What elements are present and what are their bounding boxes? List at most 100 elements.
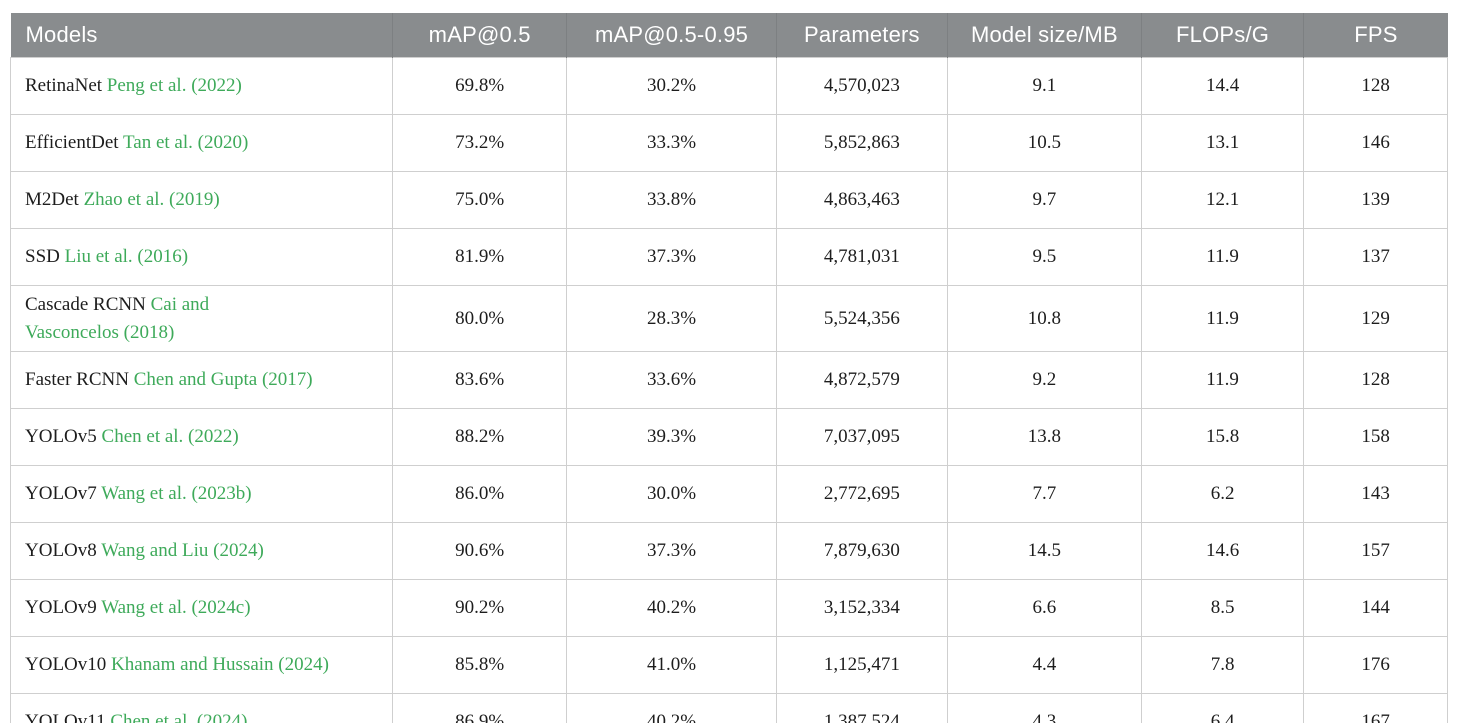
- map50-95-cell: 33.3%: [566, 114, 777, 172]
- model-name: Faster RCNN: [25, 369, 129, 391]
- citation-link[interactable]: Cai and Vasconcelos (2018): [25, 294, 210, 343]
- model-cell: M2Det Zhao et al. (2019): [9, 171, 394, 229]
- map50-cell: 88.2%: [392, 408, 568, 467]
- fps-cell: 176: [1303, 636, 1448, 695]
- flops-g-cell: 14.6: [1140, 522, 1305, 581]
- citation-link[interactable]: Wang and Liu (2024): [101, 540, 264, 562]
- model-size-mb-cell: 7.7: [946, 465, 1142, 524]
- column-header-models: Models: [10, 13, 393, 58]
- flops-g-cell: 11.9: [1140, 284, 1305, 353]
- model-cell: EfficientDet Tan et al. (2020): [9, 114, 394, 172]
- map50-95-cell: 33.6%: [566, 351, 777, 410]
- model-cell: YOLOv11 Chen et al. (2024): [9, 693, 394, 723]
- column-header-fps: FPS: [1303, 13, 1448, 58]
- parameters-cell: 4,570,023: [775, 57, 948, 115]
- parameters-cell: 7,879,630: [775, 522, 948, 581]
- model-size-mb-cell: 4.4: [946, 636, 1142, 695]
- model-size-mb-cell: 9.1: [946, 57, 1142, 115]
- flops-g-cell: 7.8: [1140, 636, 1305, 695]
- flops-g-cell: 13.1: [1140, 114, 1305, 172]
- map50-cell: 90.2%: [392, 579, 568, 638]
- model-name: EfficientDet: [25, 132, 119, 154]
- flops-g-cell: 6.4: [1140, 693, 1305, 723]
- table-header-row: Models mAP@0.5 mAP@0.5-0.95 Parameters Model…: [10, 13, 1448, 58]
- fps-cell: 139: [1303, 171, 1448, 229]
- model-size-mb-cell: 9.2: [946, 351, 1142, 410]
- map50-cell: 80.0%: [392, 284, 568, 353]
- model-cell: YOLOv10 Khanam and Hussain (2024): [9, 636, 394, 695]
- citation-link[interactable]: Chen et al. (2024): [110, 711, 248, 723]
- column-header-model-size-mb: Model size/MB: [946, 13, 1142, 58]
- table-row: YOLOv7 Wang et al. (2023b) 86.0% 30.0% 2,77…: [9, 465, 1448, 524]
- model-size-mb-cell: 14.5: [946, 522, 1142, 581]
- column-header-map-0-5: mAP@0.5: [392, 13, 567, 58]
- map50-95-cell: 28.3%: [566, 284, 777, 353]
- model-name: YOLOv5: [25, 426, 97, 448]
- map50-95-cell: 30.2%: [566, 57, 777, 115]
- table-body: RetinaNet Peng et al. (2022) 69.8% 30.2% 4,…: [9, 57, 1448, 723]
- citation-link[interactable]: Khanam and Hussain (2024): [111, 654, 329, 676]
- table-row: EfficientDet Tan et al. (2020) 73.2% 33.3%…: [9, 114, 1448, 172]
- citation-link[interactable]: Wang et al. (2024c): [101, 597, 251, 619]
- map50-cell: 69.8%: [392, 57, 568, 115]
- fps-cell: 144: [1303, 579, 1448, 638]
- flops-g-cell: 11.9: [1140, 351, 1305, 410]
- map50-cell: 83.6%: [392, 351, 568, 410]
- flops-g-cell: 6.2: [1140, 465, 1305, 524]
- citation-link[interactable]: Chen et al. (2022): [101, 426, 239, 448]
- table-row: M2Det Zhao et al. (2019) 75.0% 33.8% 4,863,…: [9, 171, 1448, 229]
- flops-g-cell: 11.9: [1140, 228, 1305, 286]
- map50-95-cell: 40.2%: [566, 579, 777, 638]
- fps-cell: 167: [1303, 693, 1448, 723]
- fps-cell: 128: [1303, 57, 1448, 115]
- citation-link[interactable]: Chen and Gupta (2017): [133, 369, 313, 391]
- model-name: YOLOv10: [25, 654, 107, 676]
- table-row: SSD Liu et al. (2016) 81.9% 37.3% 4,781,031…: [9, 228, 1448, 286]
- map50-cell: 81.9%: [392, 228, 568, 286]
- model-cell: YOLOv9 Wang et al. (2024c): [9, 579, 394, 638]
- table-row: Cascade RCNN Cai and Vasconcelos (2018) 8…: [9, 284, 1448, 353]
- map50-cell: 90.6%: [392, 522, 568, 581]
- map50-95-cell: 37.3%: [566, 228, 777, 286]
- citation-link[interactable]: Peng et al. (2022): [106, 75, 242, 97]
- model-size-mb-cell: 13.8: [946, 408, 1142, 467]
- map50-95-cell: 33.8%: [566, 171, 777, 229]
- fps-cell: 146: [1303, 114, 1448, 172]
- parameters-cell: 4,863,463: [775, 171, 948, 229]
- map50-95-cell: 37.3%: [566, 522, 777, 581]
- model-comparison-table: Models mAP@0.5 mAP@0.5-0.95 Parameters Model…: [9, 13, 1448, 723]
- fps-cell: 129: [1303, 284, 1448, 353]
- parameters-cell: 4,872,579: [775, 351, 948, 410]
- fps-cell: 158: [1303, 408, 1448, 467]
- map50-95-cell: 39.3%: [566, 408, 777, 467]
- model-name: Cascade RCNN: [25, 294, 146, 315]
- map50-cell: 73.2%: [392, 114, 568, 172]
- model-size-mb-cell: 9.5: [946, 228, 1142, 286]
- parameters-cell: 7,037,095: [775, 408, 948, 467]
- model-cell: SSD Liu et al. (2016): [9, 228, 394, 286]
- model-cell: Faster RCNN Chen and Gupta (2017): [9, 351, 394, 410]
- table-row: YOLOv10 Khanam and Hussain (2024) 85.8% 41…: [9, 636, 1448, 695]
- citation-link[interactable]: Liu et al. (2016): [64, 246, 189, 268]
- model-cell: YOLOv5 Chen et al. (2022): [9, 408, 394, 467]
- fps-cell: 157: [1303, 522, 1448, 581]
- model-name: YOLOv11: [25, 711, 106, 723]
- parameters-cell: 3,152,334: [775, 579, 948, 638]
- model-size-mb-cell: 10.8: [946, 284, 1142, 353]
- citation-link[interactable]: Zhao et al. (2019): [83, 189, 220, 211]
- table-row: YOLOv9 Wang et al. (2024c) 90.2% 40.2% 3,15…: [9, 579, 1448, 638]
- fps-cell: 128: [1303, 351, 1448, 410]
- map50-95-cell: 30.0%: [566, 465, 777, 524]
- citation-link[interactable]: Wang et al. (2023b): [101, 483, 252, 505]
- flops-g-cell: 8.5: [1140, 579, 1305, 638]
- model-cell: RetinaNet Peng et al. (2022): [9, 57, 394, 115]
- fps-cell: 137: [1303, 228, 1448, 286]
- model-cell: YOLOv8 Wang and Liu (2024): [9, 522, 394, 581]
- table-row: RetinaNet Peng et al. (2022) 69.8% 30.2% 4,…: [9, 57, 1448, 115]
- model-size-mb-cell: 4.3: [946, 693, 1142, 723]
- parameters-cell: 2,772,695: [775, 465, 948, 524]
- column-header-map-0-5-0-95: mAP@0.5-0.95: [566, 13, 777, 58]
- map50-cell: 85.8%: [392, 636, 568, 695]
- citation-link[interactable]: Tan et al. (2020): [122, 132, 249, 154]
